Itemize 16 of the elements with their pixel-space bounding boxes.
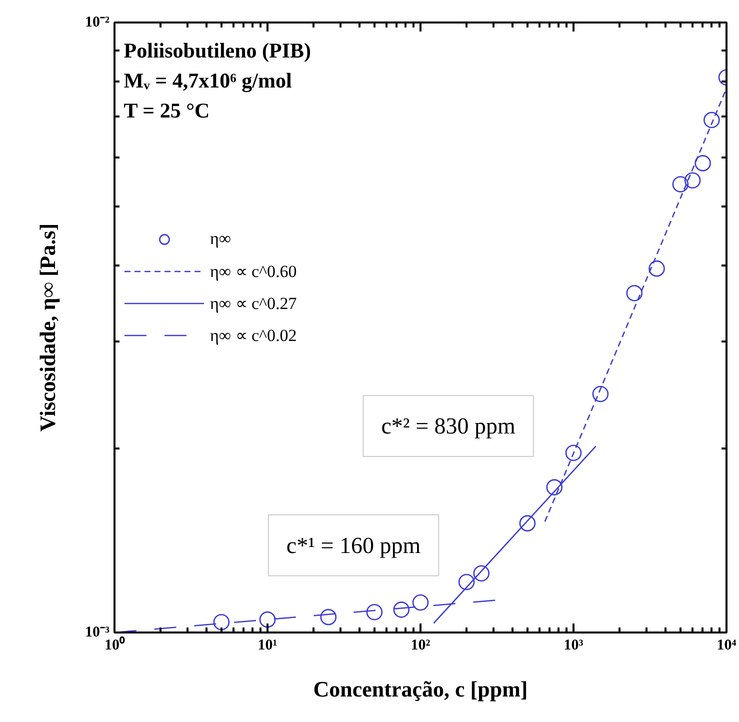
legend-label: η∞ ∝ c^0.02 bbox=[210, 324, 297, 346]
legend-label: η∞ ∝ c^0.60 bbox=[210, 260, 297, 282]
x-tick-label: 10³ bbox=[564, 638, 584, 654]
legend-label: η∞ ∝ c^0.27 bbox=[210, 292, 297, 314]
annotation: Mᵥ = 4,7x10⁶ g/mol bbox=[124, 68, 292, 93]
x-tick-label: 10¹ bbox=[258, 638, 278, 654]
y-tick-label: 10⁻² bbox=[85, 14, 110, 30]
x-axis-title: Concentração, c [ppm] bbox=[313, 676, 528, 702]
annotation: c*² = 830 ppm bbox=[381, 414, 516, 439]
annotation: c*¹ = 160 ppm bbox=[286, 532, 421, 558]
legend-label: η∞ bbox=[210, 229, 232, 249]
x-tick-label: 10² bbox=[410, 638, 431, 654]
y-axis-title: Viscosidade, η∞ [Pa.s] bbox=[35, 223, 60, 432]
x-tick-label: 10⁴ bbox=[716, 638, 737, 654]
annotation: T = 25 °C bbox=[124, 98, 210, 122]
annotation: Poliisobutileno (PIB) bbox=[124, 38, 312, 62]
